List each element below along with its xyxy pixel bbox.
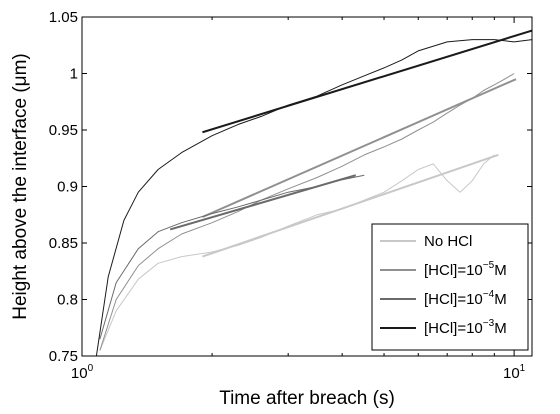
x-tick-label: 100 <box>71 363 94 382</box>
fit-line-3 <box>202 29 532 134</box>
y-tick-label: 0.9 <box>57 179 78 196</box>
y-tick-label: 0.95 <box>49 122 78 139</box>
x-axis-label: Time after breach (s) <box>219 388 395 409</box>
y-tick-label: 1 <box>70 66 78 83</box>
y-tick-label: 0.8 <box>57 292 78 309</box>
legend-label-1: [HCl]=10−5M <box>424 260 507 279</box>
legend-label-0: No HCl <box>424 233 472 250</box>
data-layer <box>95 29 532 356</box>
legend-label-2: [HCl]=10−4M <box>424 289 507 308</box>
y-axis-label: Height above the interface (μm) <box>10 53 31 320</box>
y-tick-label: 0.85 <box>49 235 78 252</box>
legend: No HCl [HCl]=10−5M [HCl]=10−4M [HCl]=10−3M <box>371 223 529 351</box>
fit-line-1 <box>202 78 517 218</box>
legend-label-3: [HCl]=10−3M <box>424 318 507 337</box>
y-tick-label: 1.05 <box>49 9 78 26</box>
y-tick-label: 0.75 <box>49 348 78 365</box>
fit-line-2 <box>169 174 357 231</box>
series-line-2 <box>99 174 365 340</box>
x-tick-label: 101 <box>503 363 526 382</box>
ticks-layer: 0.75 0.8 0.85 0.9 0.95 1 1.05 100 101 <box>49 9 533 382</box>
fit-line-0 <box>202 153 499 258</box>
